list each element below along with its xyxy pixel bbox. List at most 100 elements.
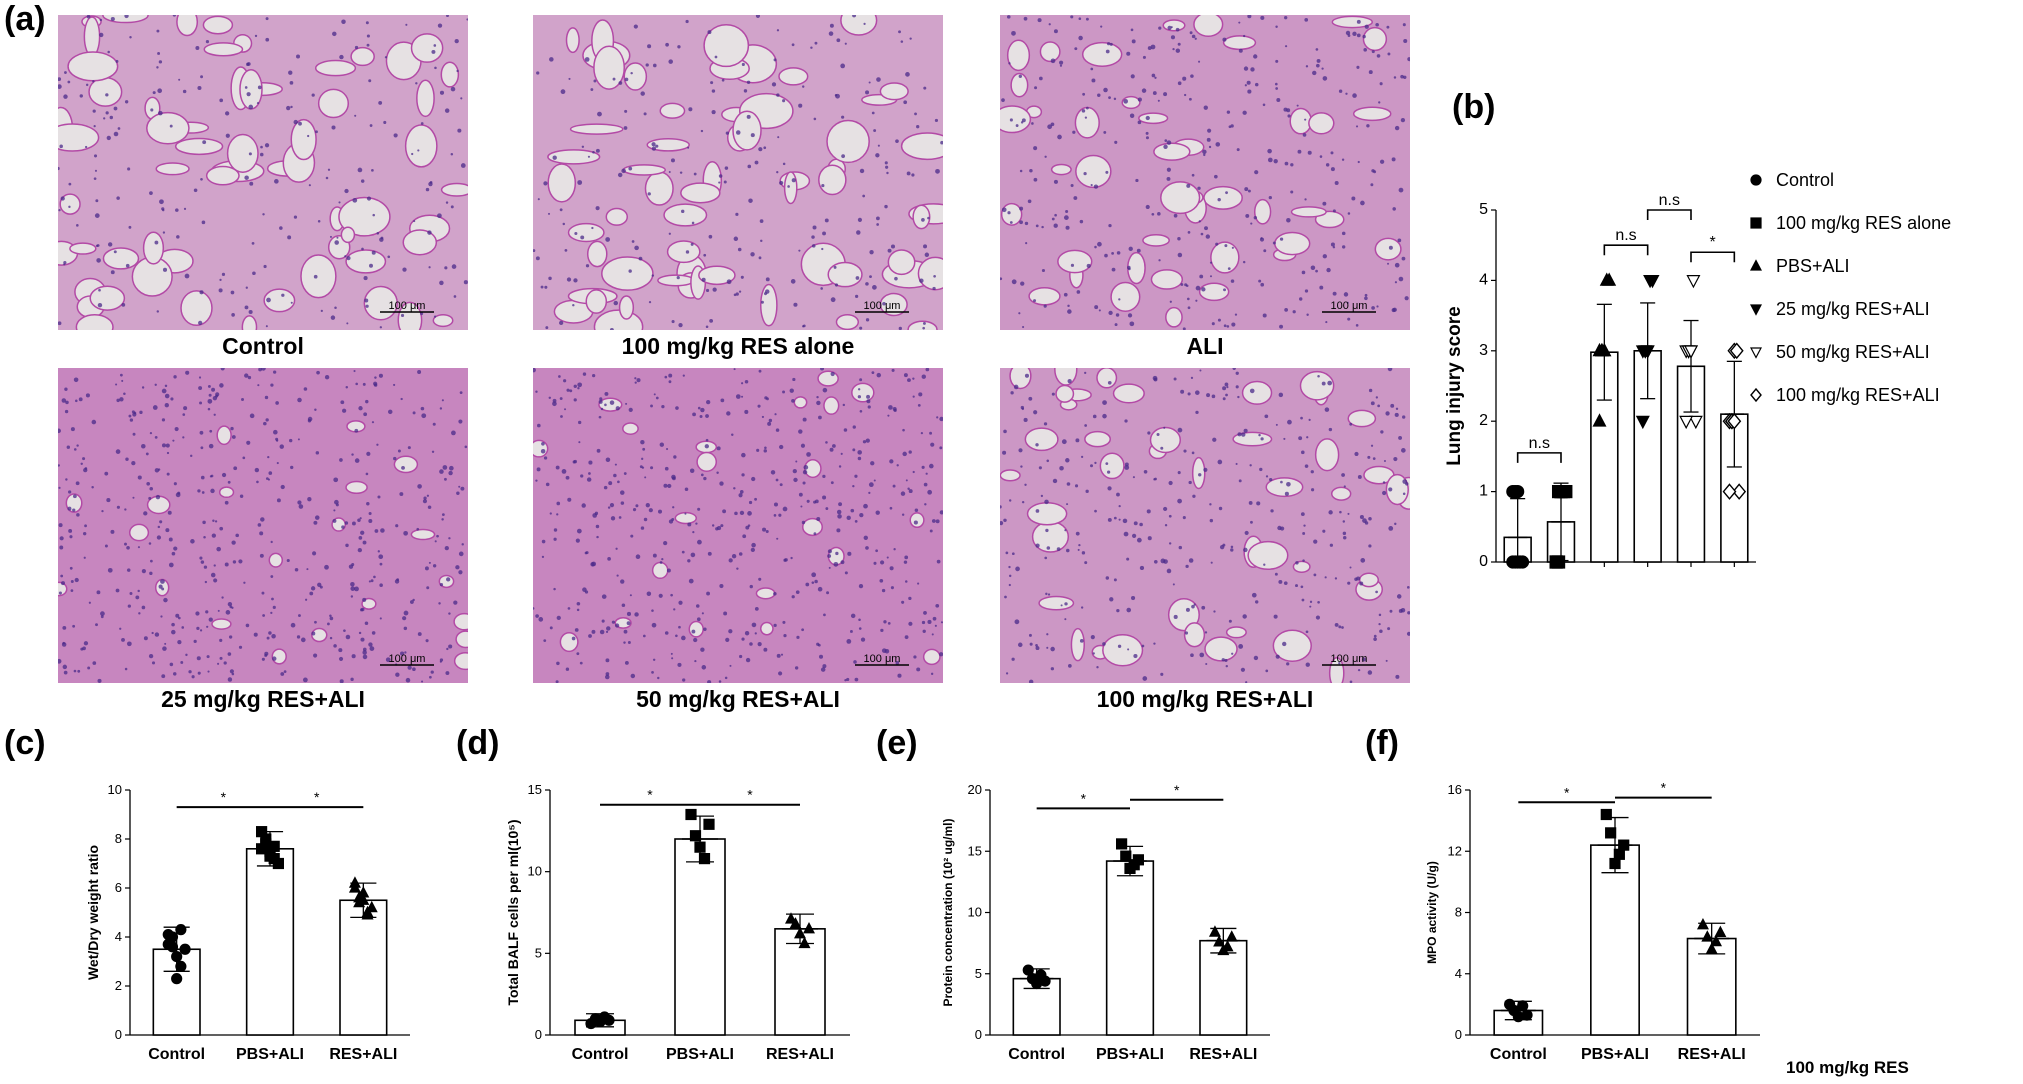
data-point — [1521, 1009, 1533, 1021]
data-point — [785, 912, 797, 924]
data-point — [166, 931, 179, 943]
y-tick-label: 0 — [975, 1027, 982, 1042]
data-point — [1645, 274, 1660, 289]
y-tick-label: 12 — [1448, 843, 1462, 858]
legend-label: Control — [1776, 170, 1834, 190]
panel-label-f: (f) — [1365, 724, 1399, 762]
panel-label-c: (c) — [4, 724, 46, 762]
bar-group: PBS+ALI — [236, 826, 304, 1063]
bracket-line — [1690, 251, 1736, 263]
data-point — [1597, 342, 1612, 357]
y-tick-label: 0 — [535, 1027, 542, 1042]
data-point — [1517, 1000, 1529, 1012]
x-tick-label: RES+ALI — [766, 1046, 834, 1063]
chart-svg: 0 2 4 6 8 10 Wet/Dry weight ratio Control PBS+AL… — [85, 782, 410, 1063]
data-point — [1750, 387, 1762, 403]
bar-group: RES+ALI — [329, 876, 397, 1063]
scale-bar-label: 100 μm — [389, 300, 426, 312]
data-point — [1120, 850, 1132, 862]
y-axis-label: Total BALF cells per ml(10⁵) — [505, 819, 521, 1005]
y-tick-label: 6 — [115, 880, 122, 895]
bracket-line — [1516, 452, 1562, 463]
y-tick-label: 15 — [968, 843, 982, 858]
data-point — [1549, 555, 1563, 569]
data-point — [348, 881, 361, 893]
chart-svg: 0 5 10 15 20 Protein concentration (10² ug/ml… — [941, 782, 1270, 1063]
data-point — [1686, 274, 1701, 289]
y-axis-label: MPO activity (U/g) — [1425, 861, 1439, 964]
significance-label: * — [1174, 782, 1180, 798]
significance-label: * — [747, 787, 753, 803]
data-point — [1696, 917, 1709, 930]
bar — [1686, 937, 1737, 1036]
data-point — [357, 886, 370, 898]
data-point — [1602, 272, 1617, 286]
data-point — [1705, 942, 1718, 954]
y-tick-label: 0 — [1479, 553, 1488, 570]
significance-label: n.s — [1615, 227, 1636, 244]
bar-group: RES+ALI — [1678, 917, 1746, 1063]
bar — [774, 928, 826, 1036]
legend-item: PBS+ALI — [1750, 256, 1850, 276]
bar-group: RES+ALI — [1189, 925, 1257, 1063]
data-point — [1750, 347, 1762, 359]
data-point — [1511, 485, 1525, 499]
data-point — [698, 852, 711, 865]
data-point — [1116, 838, 1128, 850]
y-tick-label: 8 — [1455, 905, 1462, 920]
legend-item: 100 mg/kg RES alone — [1750, 213, 1951, 233]
data-point — [603, 1014, 615, 1026]
data-point — [1701, 930, 1714, 942]
data-point — [175, 924, 187, 936]
x-tick-label: RES+ALI — [329, 1046, 397, 1063]
y-tick-label: 4 — [1455, 966, 1462, 981]
panel-label-e: (e) — [876, 724, 918, 762]
bar-group — [1546, 482, 1576, 569]
data-point — [1750, 304, 1762, 316]
tissue-texture: 100 μm — [533, 368, 943, 683]
data-point — [1613, 848, 1625, 860]
bar — [339, 899, 388, 1036]
data-point — [175, 960, 187, 972]
y-tick-label: 10 — [968, 905, 982, 920]
y-tick-label: 20 — [968, 782, 982, 797]
micrograph-caption: 100 mg/kg RES+ALI — [1096, 686, 1314, 712]
y-tick-label: 3 — [1479, 342, 1488, 359]
y-tick-label: 16 — [1448, 782, 1462, 797]
scale-bar: 100 μm — [1322, 300, 1376, 313]
significance-label: * — [1710, 234, 1716, 251]
bar-group: Control — [1490, 998, 1547, 1063]
data-point — [685, 808, 697, 821]
data-point — [1688, 415, 1703, 430]
data-point — [1605, 827, 1617, 839]
bracket-line — [1646, 209, 1692, 220]
bar-group: PBS+ALI — [1096, 838, 1164, 1063]
tissue-texture: 100 μm — [58, 15, 468, 330]
x-tick-label: RES+ALI — [1189, 1046, 1257, 1063]
significance-label: n.s — [1529, 435, 1550, 452]
data-point — [361, 905, 374, 918]
y-axis-label: Protein concentration (10² ug/ml) — [941, 818, 955, 1006]
tissue-texture: 100 μm — [1000, 368, 1410, 683]
data-point — [1515, 555, 1530, 569]
tissue-texture: 100 μm — [533, 15, 943, 330]
x-tick-label: Control — [1008, 1046, 1065, 1063]
legend-item: 25 mg/kg RES+ALI — [1750, 299, 1930, 319]
y-tick-label: 0 — [115, 1027, 122, 1042]
y-tick-label: 2 — [1479, 412, 1488, 429]
chart-d-balf: 0 5 10 15 Total BALF cells per ml(10⁵) Contro… — [460, 770, 880, 1080]
data-point — [353, 895, 366, 908]
scale-bar: 100 μm — [855, 653, 909, 666]
micrograph-caption: 100 mg/kg RES alone — [621, 333, 855, 359]
data-point — [703, 818, 715, 830]
y-tick-label: 5 — [1479, 201, 1488, 218]
x-tick-label: Control — [572, 1046, 629, 1063]
data-point — [1213, 935, 1226, 947]
data-point — [179, 943, 191, 955]
data-point — [1727, 412, 1742, 430]
significance-bracket: * — [270, 789, 364, 809]
y-tick-label: 15 — [528, 782, 542, 797]
y-tick-label: 5 — [975, 966, 982, 981]
x-tick-label: PBS+ALI — [1096, 1046, 1164, 1063]
significance-label: * — [1081, 790, 1087, 806]
